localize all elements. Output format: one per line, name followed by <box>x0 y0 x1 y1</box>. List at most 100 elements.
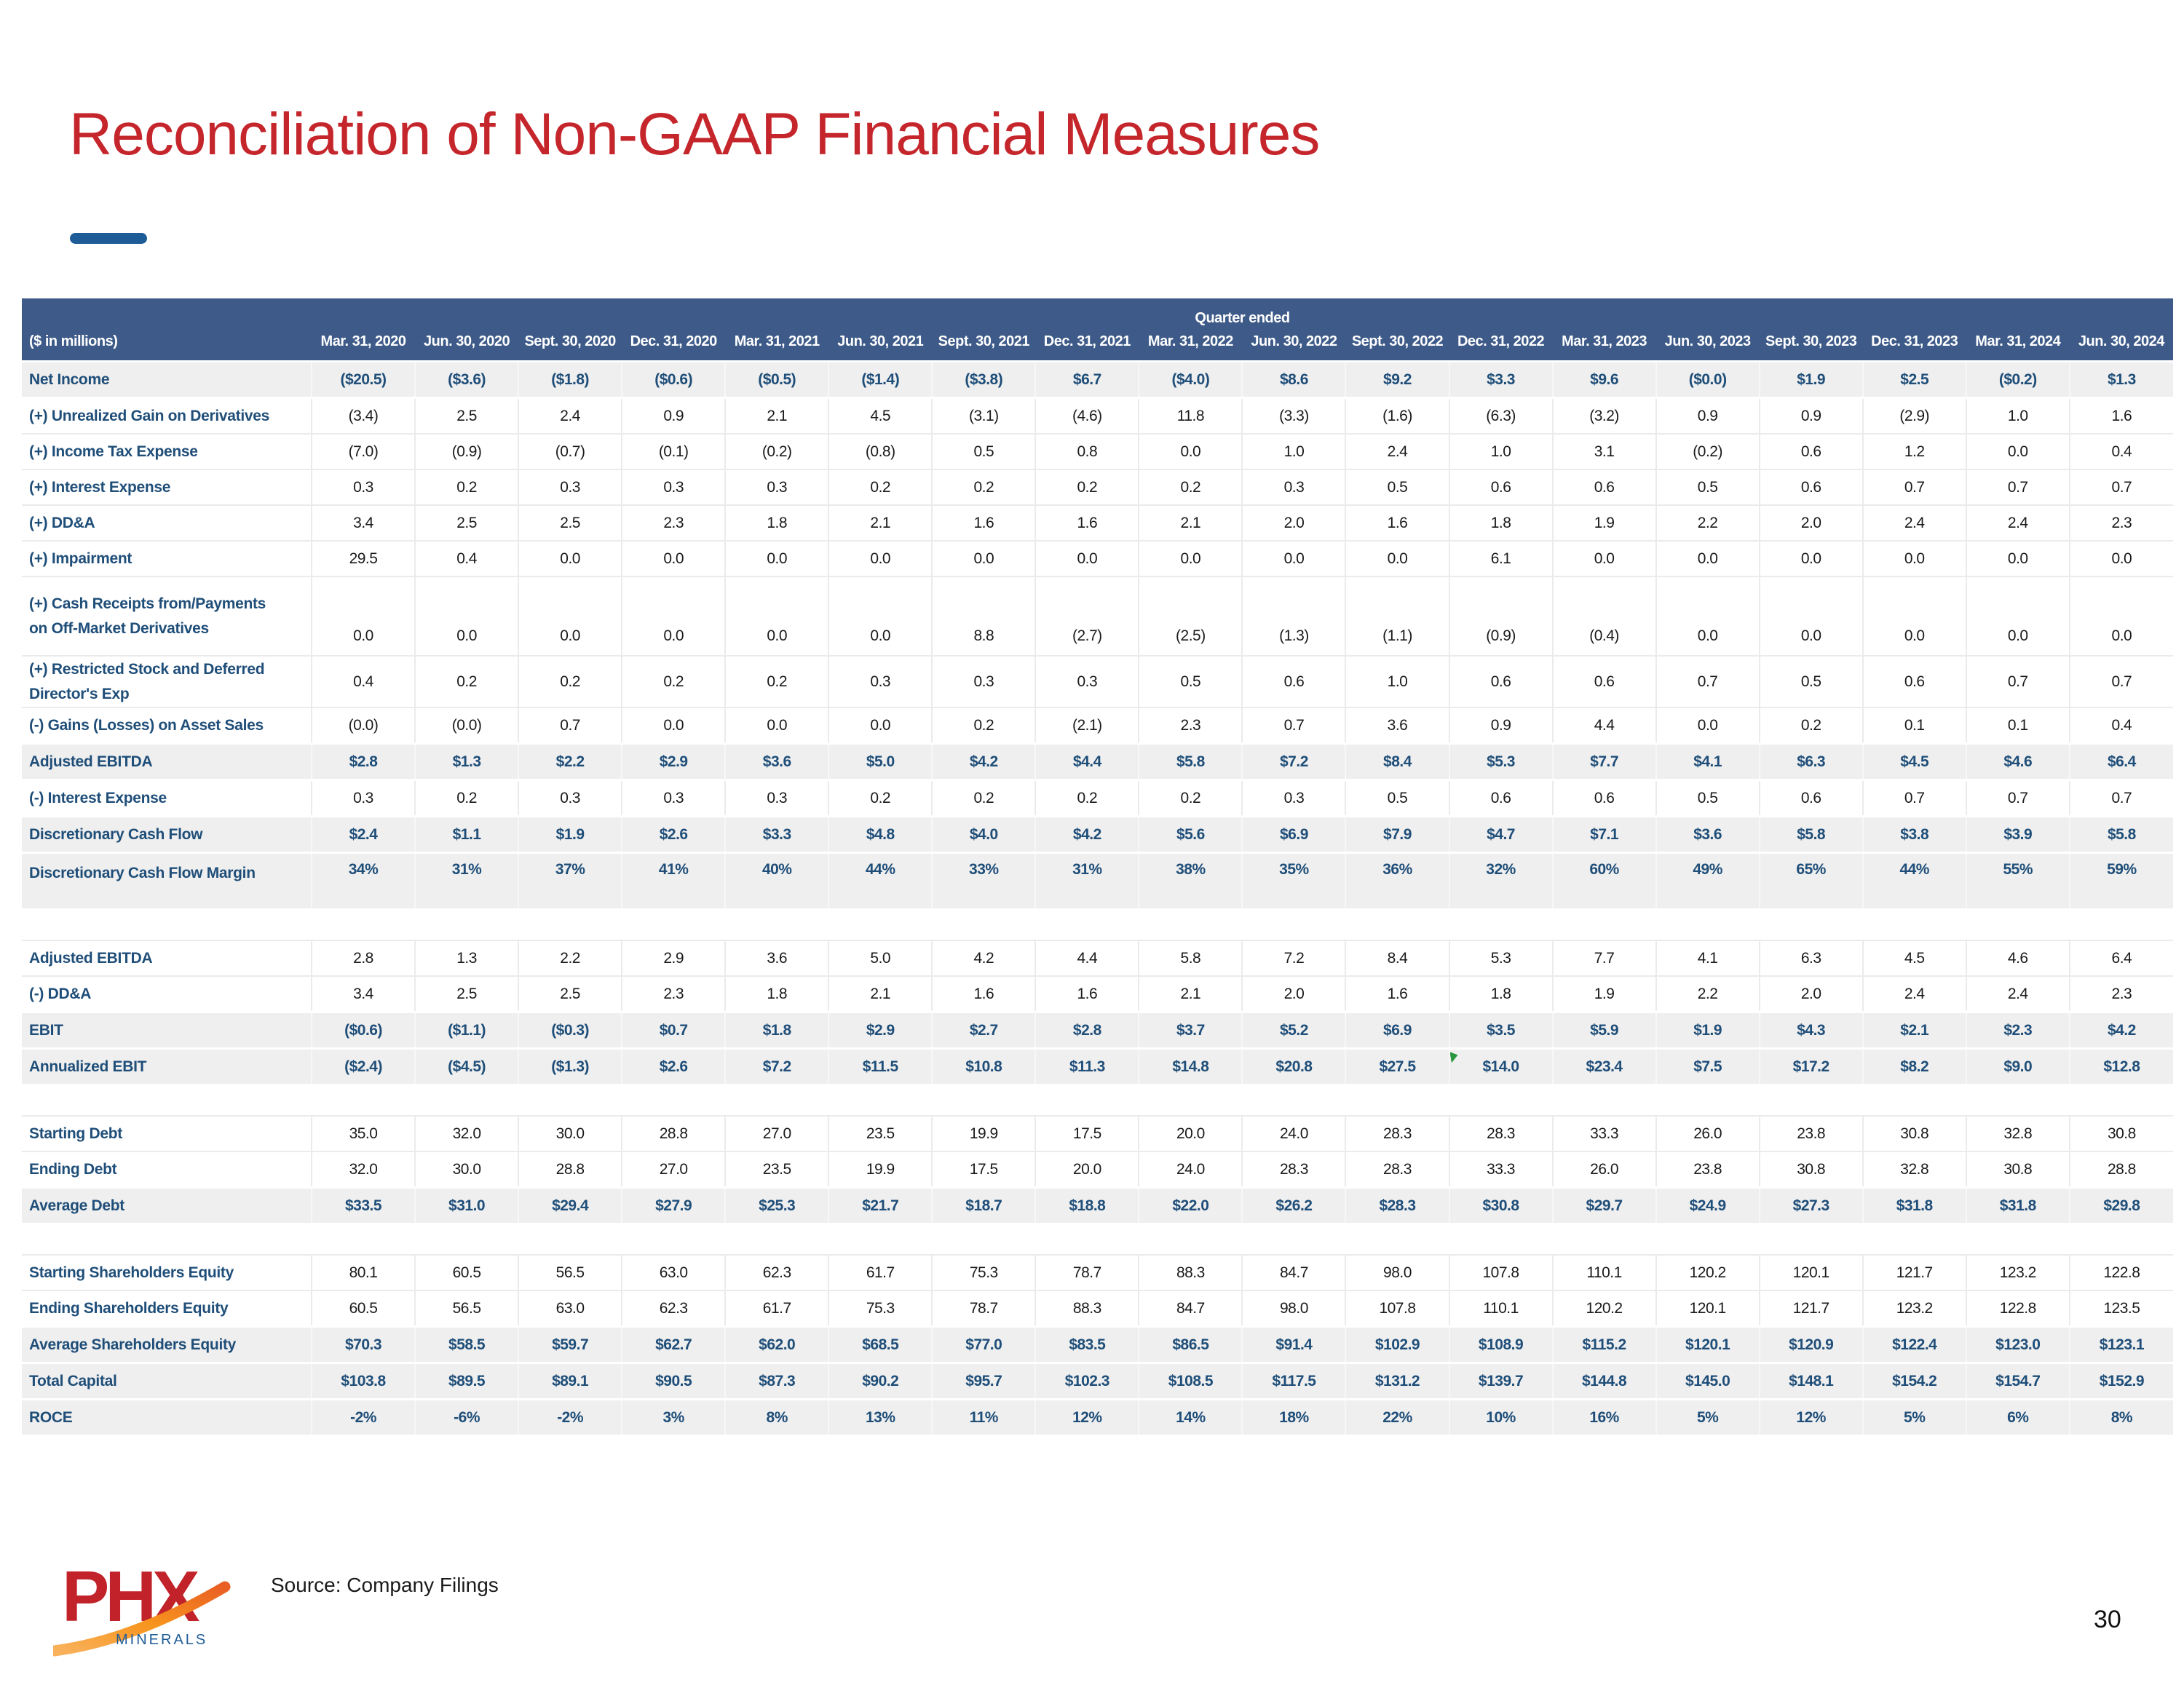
table-cell: $86.5 <box>1138 1325 1243 1365</box>
table-cell: 0.0 <box>828 540 933 576</box>
table-cell: 0.0 <box>621 707 726 744</box>
table-cell: 44% <box>828 852 933 911</box>
table-cell: (6.3) <box>1448 397 1553 434</box>
financial-table: ($ in millions) Quarter ended Mar. 31, 202… <box>22 298 2173 1438</box>
table-cell: $123.1 <box>2068 1325 2173 1365</box>
table-cell: 1.6 <box>1345 504 1449 541</box>
table-cell: 33% <box>931 852 1036 911</box>
table-cell: 32.8 <box>1965 1115 2070 1152</box>
table-cell: 1.0 <box>1448 433 1553 469</box>
table-cell: $108.9 <box>1448 1325 1553 1365</box>
table-cell: 1.6 <box>2068 397 2173 434</box>
table-cell: -6% <box>414 1398 519 1438</box>
table-cell: 0.2 <box>414 654 519 708</box>
table-cell: $2.7 <box>931 1011 1036 1050</box>
table-cell: 0.0 <box>310 576 416 656</box>
table-cell: 4.4 <box>1551 707 1656 744</box>
table-cell: $2.8 <box>310 742 416 782</box>
table-cell: 0.2 <box>931 707 1036 744</box>
table-cell: 36% <box>1345 852 1449 911</box>
table-cell: 80.1 <box>310 1254 416 1291</box>
table-cell: 26.0 <box>1551 1151 1656 1188</box>
table-cell: 1.0 <box>1965 397 2070 434</box>
table-cell: $2.9 <box>621 742 726 782</box>
table-cell: 0.7 <box>2068 469 2173 505</box>
table-cell: 2.3 <box>2068 504 2173 541</box>
table-row: Net Income ($20.5) ($3.6) ($1.8) ($0.6) ($0.5… <box>22 360 2173 399</box>
table-cell: 5% <box>1861 1398 1966 1438</box>
table-cell: 23.5 <box>724 1151 829 1188</box>
table-cell: 0.3 <box>724 779 829 817</box>
table-cell: $4.0 <box>931 815 1036 855</box>
table-cell: $115.2 <box>1551 1325 1656 1365</box>
table-cell: 2.9 <box>621 940 726 977</box>
table-cell: (7.0) <box>310 433 416 469</box>
table-cell: 3.1 <box>1551 433 1656 469</box>
table-cell: ($3.8) <box>931 360 1036 399</box>
column-header: Sept. 30, 2020 <box>518 330 622 362</box>
quarter-ended-header: Quarter ended <box>312 298 2173 330</box>
table-cell: 41% <box>621 852 726 911</box>
table-cell: 24.0 <box>1138 1151 1243 1188</box>
table-cell: 0.2 <box>931 469 1036 505</box>
table-cell: $122.4 <box>1861 1325 1966 1365</box>
table-cell: $4.8 <box>828 815 933 855</box>
table-cell: 19.9 <box>931 1115 1036 1152</box>
table-cell: $5.3 <box>1448 742 1553 782</box>
table-cell: $27.9 <box>621 1186 726 1226</box>
table-cell: 17.5 <box>1034 1115 1139 1152</box>
table-cell: 0.2 <box>1034 779 1139 817</box>
table-row: (-) Gains (Losses) on Asset Sales (0.0) (0… <box>22 707 2173 744</box>
table-cell: 2.3 <box>2068 975 2173 1012</box>
table-cell: 0.2 <box>828 469 933 505</box>
table-cell: 0.9 <box>1758 397 1863 434</box>
table-cell: 0.2 <box>828 779 933 817</box>
table-cell: 1.8 <box>1448 975 1553 1012</box>
table-cell: ($2.4) <box>310 1047 416 1087</box>
table-cell: 61.7 <box>828 1254 933 1291</box>
table-cell: 110.1 <box>1551 1254 1656 1291</box>
table-cell: 0.3 <box>931 654 1036 708</box>
table-cell: $70.3 <box>310 1325 416 1365</box>
table-cell: 28.3 <box>1241 1151 1346 1188</box>
table-cell: 24.0 <box>1241 1115 1346 1152</box>
table-cell: 122.8 <box>2068 1254 2173 1291</box>
table-cell: 0.7 <box>1655 654 1760 708</box>
table-row: (-) Interest Expense 0.3 0.2 0.3 0.3 0.3 0.2 0.… <box>22 779 2173 817</box>
table-cell: 0.0 <box>931 540 1036 576</box>
table-cell: 23.8 <box>1758 1115 1863 1152</box>
table-row: Total Capital $103.8 $89.5 $89.1 $90.5 $87.3 $… <box>22 1362 2173 1401</box>
corner-header: ($ in millions) <box>22 298 312 362</box>
table-cell: $1.9 <box>1758 360 1863 399</box>
table-cell: (0.8) <box>828 433 933 469</box>
table-cell: 5.0 <box>828 940 933 977</box>
table-cell: 0.4 <box>414 540 519 576</box>
table-cell: $120.1 <box>1655 1325 1760 1365</box>
table-cell: 0.6 <box>1861 654 1966 708</box>
table-cell: 6.3 <box>1758 940 1863 977</box>
table-cell: 2.5 <box>518 504 622 541</box>
table-cell: 0.7 <box>1861 469 1966 505</box>
table-cell: 28.3 <box>1345 1115 1449 1152</box>
table-cell: 0.2 <box>1758 707 1863 744</box>
table-row: EBIT ($0.6) ($1.1) ($0.3) $0.7 $1.8 $2.9 $2.7 $2… <box>22 1011 2173 1050</box>
table-cell: 123.2 <box>1965 1254 2070 1291</box>
table-cell: 0.3 <box>1034 654 1139 708</box>
table-cell: $3.9 <box>1965 815 2070 855</box>
table-cell: $87.3 <box>724 1362 829 1401</box>
table-cell: $3.3 <box>1448 360 1553 399</box>
table-cell: $5.6 <box>1138 815 1243 855</box>
table-cell: 2.4 <box>1965 504 2070 541</box>
table-cell: 65% <box>1758 852 1863 911</box>
table-cell: 98.0 <box>1345 1254 1449 1291</box>
column-header: Jun. 30, 2020 <box>415 330 519 362</box>
table-cell: 0.5 <box>931 433 1036 469</box>
table-cell: $7.1 <box>1551 815 1656 855</box>
table-cell: 0.9 <box>1448 707 1553 744</box>
table-cell: 0.7 <box>1965 654 2070 708</box>
table-cell: ($0.0) <box>1655 360 1760 399</box>
logo-sub-brand-text: MINERALS <box>116 1632 208 1648</box>
table-cell: 1.9 <box>1551 504 1656 541</box>
table-cell: 23.5 <box>828 1115 933 1152</box>
table-cell: 0.0 <box>518 576 622 656</box>
